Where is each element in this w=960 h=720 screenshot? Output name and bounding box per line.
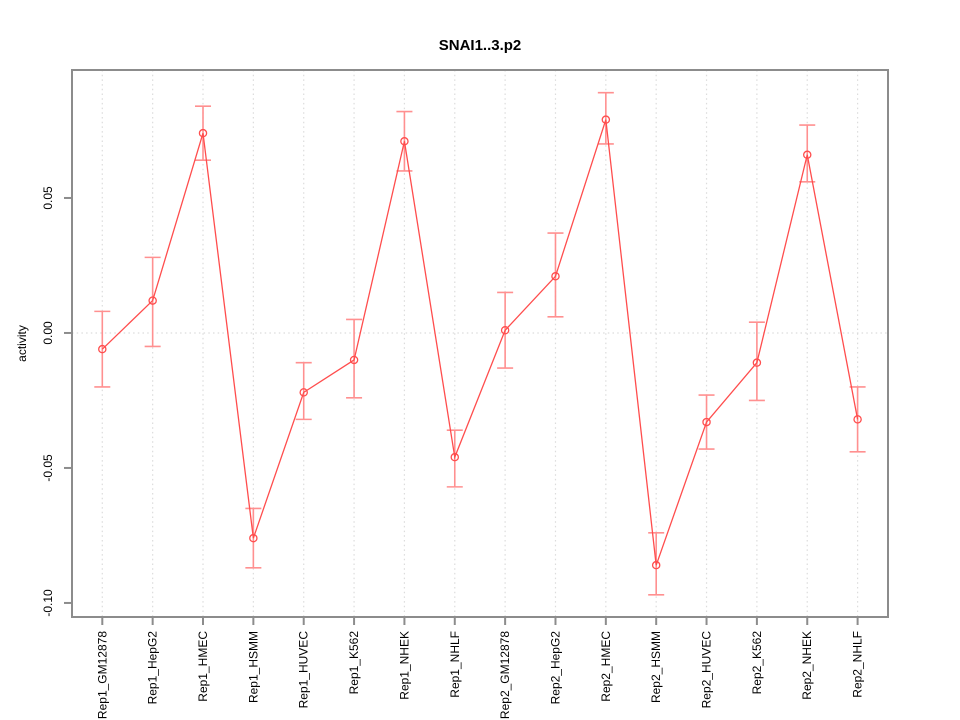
- x-tick-label: Rep1_GM12878: [95, 631, 109, 719]
- data-point-marker: [601, 115, 611, 124]
- data-point-marker: [299, 388, 308, 397]
- x-tick-label: Rep1_HMEC: [196, 631, 210, 702]
- data-point-marker: [249, 533, 258, 543]
- y-tick-label: 0.00: [41, 321, 55, 345]
- x-tick-label: Rep1_HSMM: [246, 631, 260, 703]
- x-tick-label: Rep2_HSMM: [649, 631, 663, 703]
- data-point-marker: [500, 326, 510, 335]
- x-tick-label: Rep2_HepG2: [548, 631, 562, 705]
- data-point-marker: [802, 150, 812, 160]
- data-point-marker: [98, 344, 107, 354]
- data-point-marker: [752, 358, 762, 367]
- data-point-marker: [148, 296, 157, 305]
- y-tick-label: -0.05: [41, 454, 55, 482]
- x-tick-label: Rep2_K562: [750, 631, 764, 695]
- x-tick-label: Rep1_K562: [347, 631, 361, 695]
- x-tick-label: Rep1_NHEK: [397, 631, 411, 700]
- data-point-marker: [853, 415, 862, 424]
- x-tick-label: Rep2_NHLF: [851, 631, 865, 698]
- error-bar: [849, 386, 866, 453]
- error-bar: [597, 91, 614, 145]
- chart-title: SNAI1..3.p2: [439, 37, 522, 54]
- series-polyline: [101, 119, 859, 566]
- data-point-marker: [198, 128, 208, 138]
- data-point-marker: [400, 137, 409, 146]
- y-tick-label: -0.10: [41, 589, 55, 617]
- error-bar: [799, 124, 816, 183]
- error-bar: [144, 256, 161, 348]
- x-tick-label: Rep1_HUVEC: [297, 631, 311, 709]
- x-tick-label: Rep2_HMEC: [599, 631, 613, 702]
- x-tick-label: Rep1_NHLF: [448, 631, 462, 698]
- data-point-marker: [349, 355, 359, 365]
- data-point-marker: [702, 417, 711, 427]
- x-tick-label: Rep1_HepG2: [146, 631, 160, 705]
- y-axis-title: activity: [15, 325, 29, 362]
- data-point-marker: [551, 272, 560, 281]
- data-point-marker: [450, 452, 460, 462]
- plot-area-border: [71, 69, 889, 618]
- x-tick-label: Rep2_NHEK: [800, 631, 814, 700]
- y-tick-label: 0.05: [41, 186, 55, 210]
- error-bar: [295, 361, 312, 421]
- x-tick-label: Rep2_GM12878: [498, 631, 512, 719]
- x-tick-label: Rep2_HUVEC: [700, 631, 714, 709]
- data-point-marker: [651, 560, 661, 570]
